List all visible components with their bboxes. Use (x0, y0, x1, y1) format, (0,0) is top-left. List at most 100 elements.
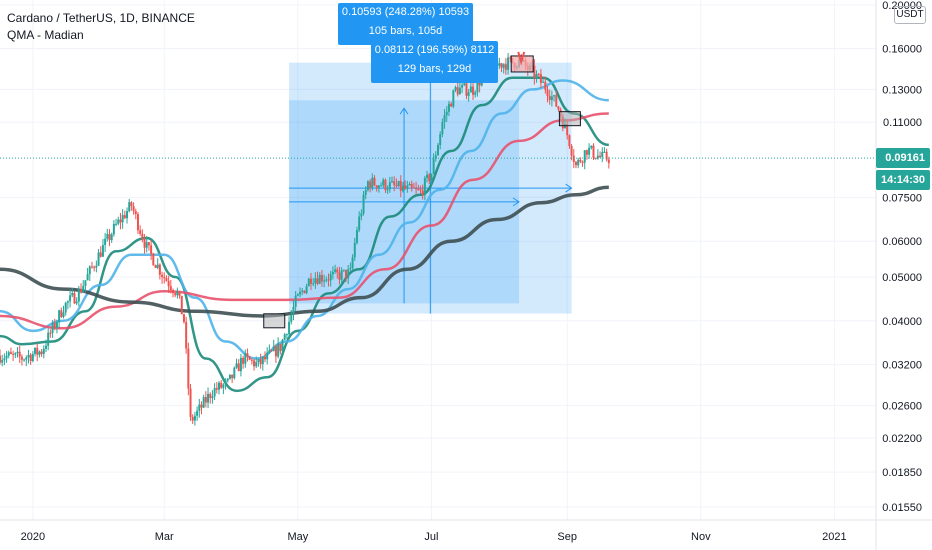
candle-body (452, 90, 455, 107)
candle-body (277, 343, 280, 357)
markers (263, 51, 581, 329)
candle-body (391, 181, 394, 183)
candle-body (417, 188, 420, 190)
candle-body (406, 185, 409, 189)
signal-marker[interactable] (263, 313, 286, 329)
tooltip-2-price: 0.08112 (196.59%) 8112 (374, 44, 495, 56)
candle-body (603, 151, 606, 153)
candle-body (259, 359, 262, 365)
candle-body (0, 355, 1, 363)
candle-body (292, 306, 295, 315)
measure-arrow-right (565, 183, 573, 193)
candle-body (432, 158, 435, 174)
candle-body (69, 295, 72, 302)
candle-body (557, 106, 560, 110)
candle-body (507, 57, 510, 70)
candle-body (366, 181, 369, 191)
candle-body (158, 264, 161, 275)
candle-body (3, 358, 6, 360)
candle-body (176, 291, 179, 296)
candle-body (476, 79, 479, 93)
candle-body (371, 177, 374, 188)
candle-body (261, 356, 264, 365)
tooltip-2-bars: 129 bars, 129d (397, 63, 472, 75)
candle-body (338, 272, 341, 280)
price-tick-label: 0.20000 (882, 0, 922, 12)
candle-body (334, 269, 337, 272)
candle-body (299, 291, 302, 295)
price-tick-label: 0.02600 (882, 400, 922, 412)
candle-body (316, 278, 319, 284)
candle-body (218, 382, 220, 390)
candle-body (281, 339, 284, 352)
candle-body (410, 184, 413, 188)
candle-body (592, 145, 595, 158)
last-price-tag: 0.09161 (876, 148, 930, 169)
candle-body (268, 350, 271, 353)
sell-arrow-icon (517, 51, 526, 66)
candle-body (456, 87, 459, 95)
candle-body (145, 242, 148, 248)
candle-body (301, 290, 304, 292)
candle-body (358, 216, 361, 231)
candle-body (152, 253, 155, 266)
candle-body (38, 351, 41, 355)
tooltip-1-bars: 105 bars, 105d (368, 25, 443, 37)
candle-body (204, 397, 207, 403)
measure-tooltip-1: 0.10593 (248.28%) 10593 105 bars, 105d (338, 3, 473, 45)
candle-body (463, 83, 466, 85)
candle-body (112, 223, 115, 235)
candle-body (572, 155, 575, 163)
candle-body (430, 173, 433, 181)
candle-body (237, 363, 240, 372)
candle-body (360, 213, 363, 217)
candle-body (64, 302, 67, 313)
candle-body (123, 215, 126, 219)
candle-body (364, 190, 367, 195)
candle-body (599, 155, 602, 158)
candle-body (323, 280, 326, 282)
candle-body (469, 86, 472, 93)
candle-body (80, 289, 83, 293)
candle-body (382, 179, 385, 186)
time-axis[interactable]: 2020 Mar May Jul Sep Nov 2021 (21, 531, 847, 543)
candle-body (187, 348, 190, 389)
price-axis[interactable]: 0.20000 0.16000 0.13000 0.11000 0.07500 0.060… (882, 0, 922, 514)
candle-body (423, 178, 426, 196)
candle-body (108, 234, 111, 241)
candle-body (193, 415, 196, 421)
candle-body (163, 276, 166, 279)
candle-body (20, 356, 23, 360)
candle-body (95, 265, 98, 268)
candle-body (233, 367, 236, 379)
currency-unit-label[interactable]: USDT (894, 6, 926, 24)
candle-body (5, 355, 8, 359)
candle-body (161, 274, 164, 277)
candle-body (211, 396, 214, 399)
candle-body (228, 374, 231, 379)
candle-body (419, 189, 422, 191)
candle-body (99, 252, 102, 257)
measure-arrow-right (512, 197, 520, 207)
candle-body (263, 356, 266, 360)
moving-average-line (0, 79, 609, 360)
candle-body (250, 359, 253, 361)
candle-body (274, 346, 277, 357)
candle-body (305, 286, 308, 294)
candle-body (336, 269, 339, 273)
candle-body (384, 179, 387, 190)
signal-marker[interactable] (558, 111, 581, 127)
candle-body (550, 96, 553, 101)
candle-body (14, 353, 17, 355)
time-tick-label: 2020 (21, 531, 45, 543)
candle-body (590, 145, 593, 148)
candle-body (535, 74, 538, 79)
candle-body (154, 265, 157, 268)
candle-body (51, 322, 54, 334)
candle-body (546, 89, 549, 96)
candle-body (23, 359, 26, 361)
candle-body (290, 314, 293, 322)
time-tick-label: May (287, 531, 308, 543)
